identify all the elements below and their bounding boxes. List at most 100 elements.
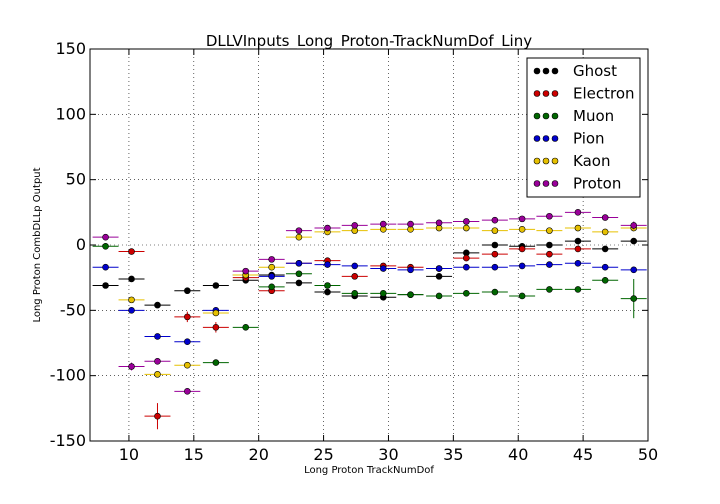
point-electron: [546, 250, 553, 258]
legend-marker-ghost: [551, 67, 559, 75]
point-muon: [574, 286, 582, 293]
y-tick-label: -150: [50, 431, 86, 450]
point-kaon: [574, 224, 582, 232]
point-proton: [184, 388, 191, 395]
point-pion: [574, 259, 582, 267]
point-proton: [546, 212, 553, 220]
x-tick-label: 45: [573, 445, 593, 464]
x-tick-label: 30: [378, 445, 398, 464]
point-muon: [102, 243, 109, 250]
legend-frame: [526, 57, 641, 198]
point-pion: [601, 263, 609, 271]
legend-label-kaon: Kaon: [573, 152, 610, 170]
point-proton: [574, 209, 582, 216]
legend-marker-ghost: [542, 67, 550, 75]
legend-marker-kaon: [542, 157, 550, 165]
legend: Ghost Electron Muon Pion Kaon Proton: [526, 57, 641, 198]
point-proton: [295, 227, 303, 234]
y-tick-label: -100: [50, 366, 86, 385]
point-proton: [630, 222, 638, 229]
legend-marker-pion: [533, 135, 541, 142]
point-pion: [407, 266, 414, 274]
y-axis-label: Long Proton CombDLLp Output: [32, 167, 43, 322]
point-muon: [435, 292, 443, 300]
series-ghost: [92, 237, 647, 309]
point-electron: [212, 324, 220, 331]
point-ghost: [154, 301, 161, 309]
point-pion: [128, 307, 135, 314]
point-kaon: [295, 233, 303, 241]
y-tick-label: 150: [55, 39, 86, 58]
point-ghost: [184, 287, 191, 295]
legend-marker-pion: [542, 135, 550, 142]
x-tick-label: 35: [443, 445, 463, 464]
point-proton: [463, 218, 470, 225]
point-pion: [463, 263, 470, 271]
point-pion: [379, 265, 387, 272]
point-muon: [518, 292, 526, 300]
point-muon: [379, 290, 387, 297]
series-kaon: [118, 224, 647, 378]
legend-marker-muon: [533, 112, 541, 120]
point-pion: [630, 266, 638, 274]
point-pion: [268, 273, 275, 280]
legend-label-ghost: Ghost: [573, 62, 617, 80]
point-muon: [324, 282, 331, 289]
point-kaon: [518, 226, 526, 233]
point-kaon: [491, 227, 499, 234]
legend-label-muon: Muon: [573, 107, 614, 125]
point-proton: [102, 233, 109, 241]
axis-ticks: 10 15 20 25 30 35 40 45 50 -150 -100 -50 0 50 100 150: [50, 39, 658, 464]
plot-frame: [89, 48, 649, 442]
point-proton: [242, 267, 250, 275]
point-electron: [518, 245, 526, 253]
legend-label-electron: Electron: [573, 85, 635, 103]
x-tick-label: 20: [249, 445, 269, 464]
y-tick-label: 50: [66, 170, 86, 189]
legend-marker-muon: [542, 112, 550, 120]
point-ghost: [295, 279, 303, 287]
point-kaon: [212, 309, 220, 317]
point-ghost: [546, 241, 553, 249]
point-muon: [268, 283, 275, 291]
point-electron: [184, 313, 191, 321]
point-proton: [351, 222, 359, 229]
x-axis-label: Long Proton TrackNumDof: [304, 465, 434, 476]
point-proton: [407, 220, 414, 228]
point-proton: [601, 214, 609, 221]
point-pion: [154, 333, 161, 340]
point-proton: [379, 220, 387, 228]
point-kaon: [601, 228, 609, 236]
point-ghost: [601, 245, 609, 253]
point-proton: [435, 219, 443, 227]
point-kaon: [154, 371, 161, 378]
point-electron: [574, 245, 582, 253]
point-proton: [268, 256, 275, 263]
point-muon: [463, 290, 470, 297]
legend-label-proton: Proton: [573, 175, 621, 193]
y-tick-label: 0: [76, 235, 86, 254]
point-electron: [154, 412, 161, 420]
point-pion: [491, 263, 499, 271]
chart-title: DLLVInputs_Long_Proton-TrackNumDof_Liny: [206, 32, 532, 51]
point-electron: [351, 273, 359, 280]
x-tick-label: 50: [638, 445, 658, 464]
point-ghost: [102, 282, 109, 289]
point-muon: [407, 291, 414, 298]
point-ghost: [491, 241, 499, 249]
legend-label-pion: Pion: [573, 130, 605, 148]
x-tick-label: 10: [119, 445, 139, 464]
y-tick-label: 100: [55, 104, 86, 123]
point-proton: [518, 215, 526, 223]
point-ghost: [435, 273, 443, 280]
legend-marker-pion: [551, 135, 559, 142]
point-proton: [491, 216, 499, 224]
y-tick-label: -50: [60, 300, 86, 319]
legend-marker-kaon: [533, 157, 541, 165]
point-pion: [435, 265, 443, 272]
point-electron: [463, 254, 470, 262]
point-muon: [295, 270, 303, 278]
point-pion: [546, 261, 553, 268]
legend-marker-electron: [533, 90, 541, 97]
